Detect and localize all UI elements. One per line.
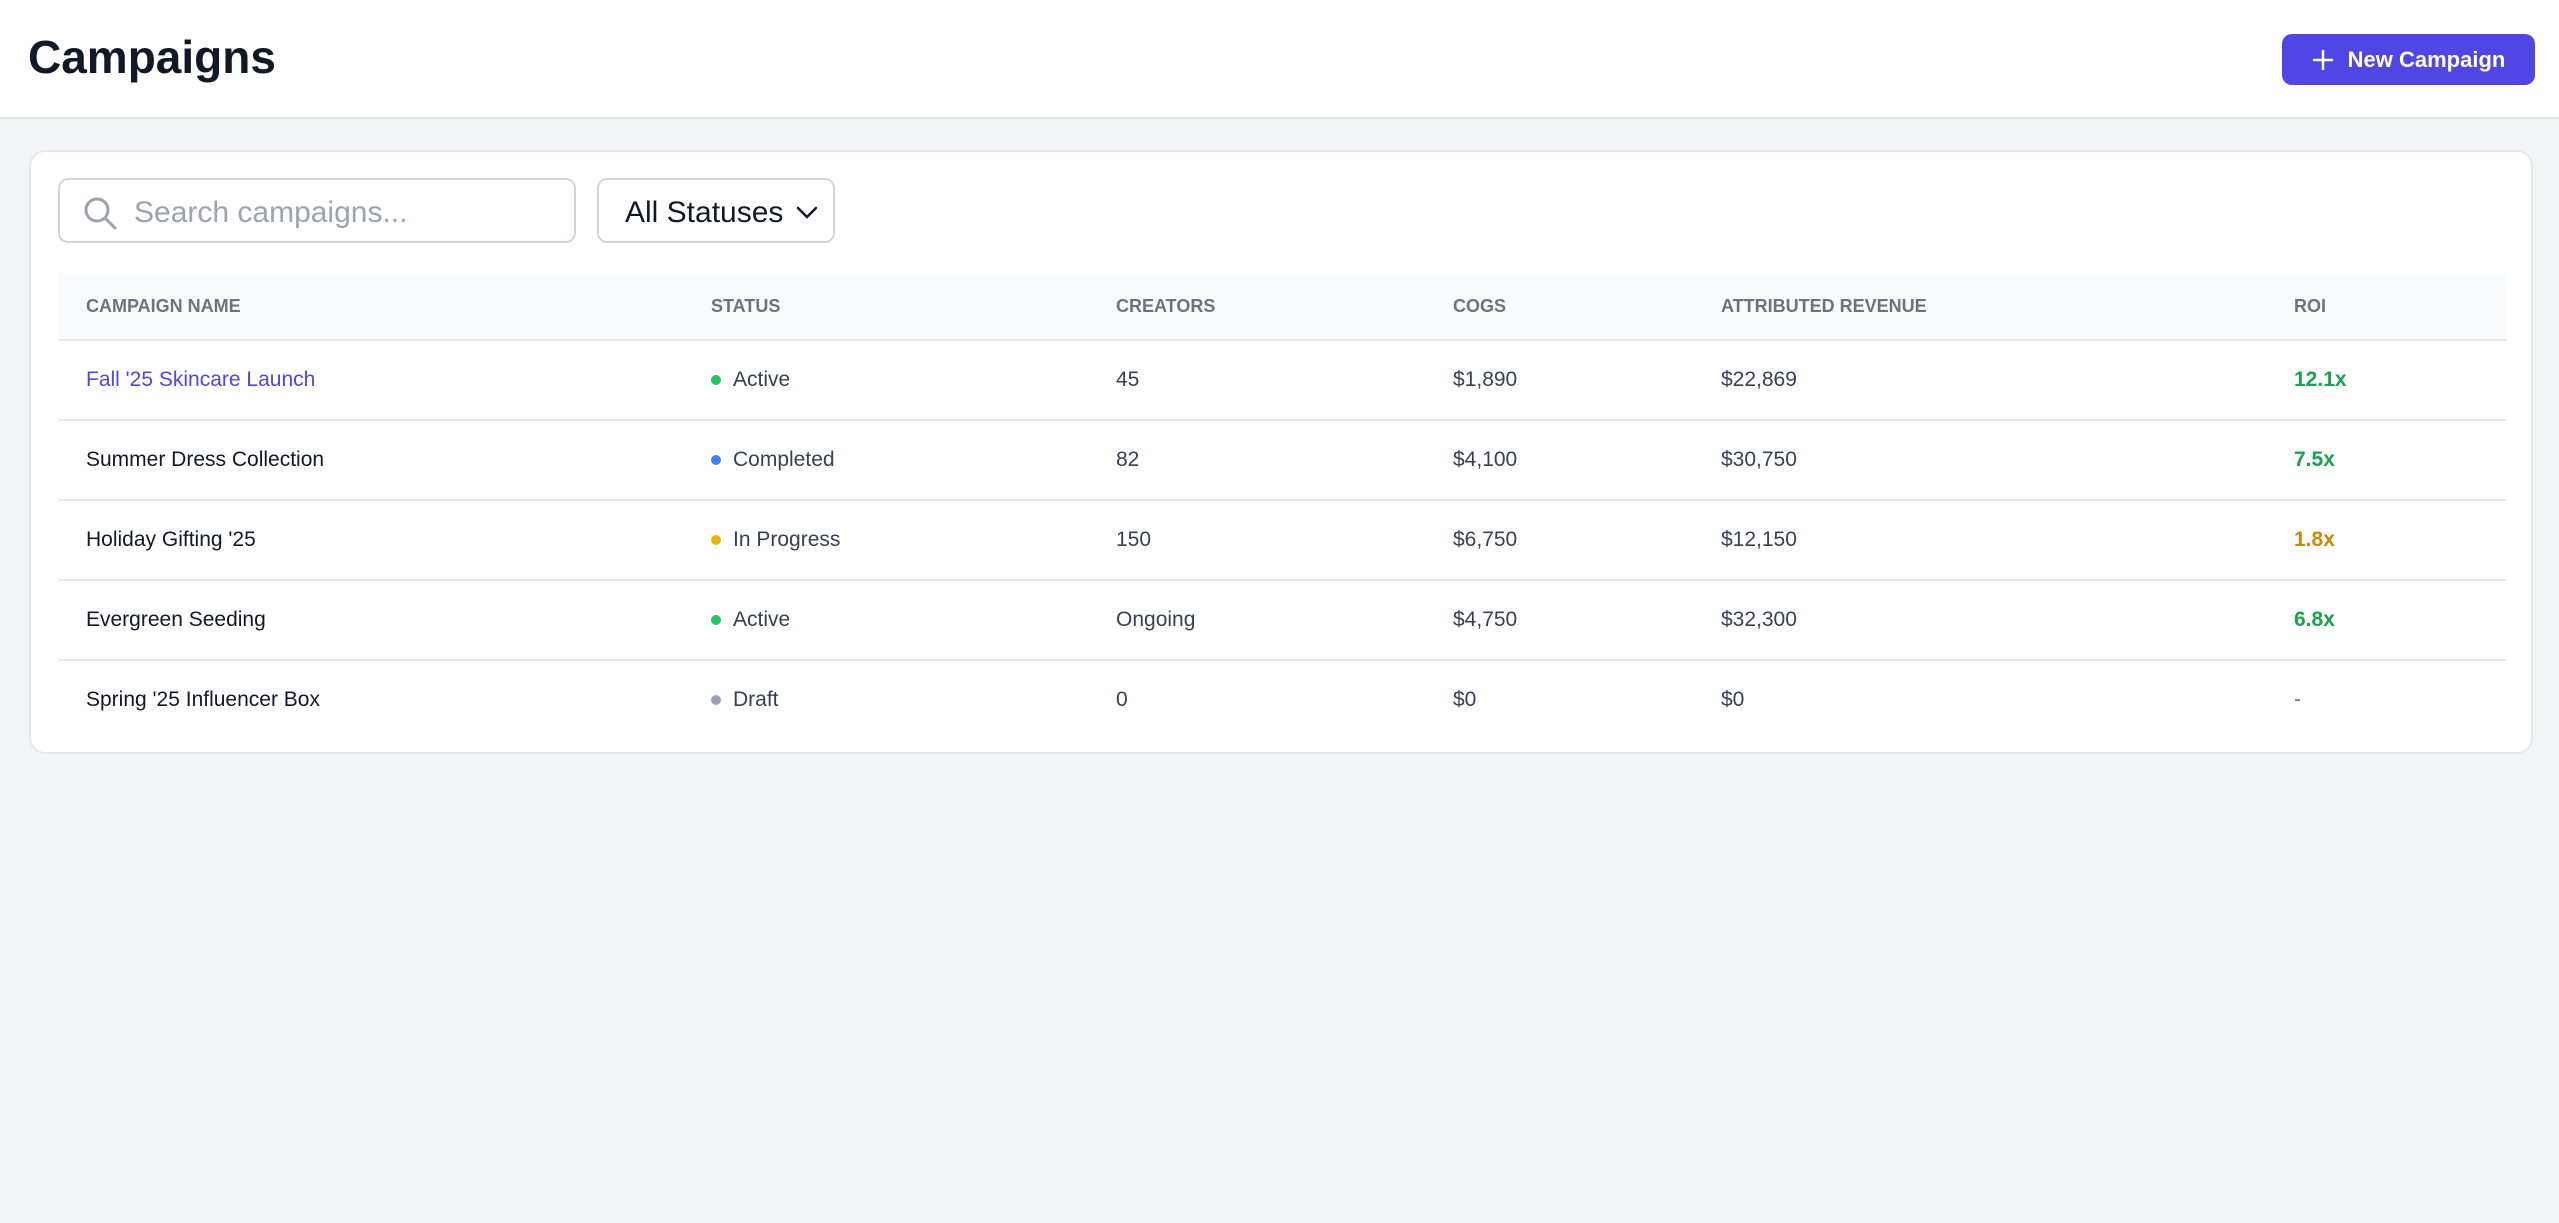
- table-cell: $22,869: [1720, 340, 2293, 421]
- page-title: Campaigns: [28, 31, 276, 83]
- header-row: CAMPAIGN NAME STATUS CREATORS COGS ATTRI…: [58, 273, 2506, 341]
- campaign-name[interactable]: Spring '25 Influencer Box: [86, 688, 320, 711]
- table-cell: $4,750: [1452, 580, 1720, 661]
- cell-text: Ongoing: [1116, 608, 1196, 631]
- table-cell: Spring '25 Influencer Box: [58, 660, 710, 739]
- cell-text: 45: [1116, 368, 1140, 391]
- cell-text: 12.1x: [2294, 368, 2347, 391]
- status-label: Draft: [733, 688, 779, 711]
- status-dot: [711, 535, 721, 546]
- new-campaign-button[interactable]: New Campaign: [2282, 34, 2535, 85]
- cell-text: $4,750: [1453, 608, 1518, 631]
- cell-text: $0: [1721, 688, 1745, 711]
- cell-text: $6,750: [1453, 528, 1518, 551]
- campaign-row[interactable]: Fall '25 Skincare Launch Active 45 $1,890 $2…: [58, 340, 2506, 421]
- cell-text: $1,890: [1453, 368, 1518, 391]
- table-cell: 150: [1115, 500, 1452, 581]
- campaign-name[interactable]: Evergreen Seeding: [86, 608, 266, 631]
- status-label: Active: [733, 368, 791, 391]
- campaign-row[interactable]: Spring '25 Influencer Box Draft 0 $0 $0 -: [58, 660, 2506, 739]
- column-header: CAMPAIGN NAME: [58, 273, 710, 341]
- status-filter[interactable]: All Statuses: [597, 178, 835, 243]
- table-cell: 7.5x: [2293, 420, 2506, 501]
- table-cell: $0: [1720, 660, 2293, 739]
- table-cell: $1,890: [1452, 340, 1720, 421]
- column-header: COGS: [1452, 273, 1720, 341]
- table-cell: Completed: [710, 420, 1115, 501]
- table-cell: Evergreen Seeding: [58, 580, 710, 661]
- table-cell: In Progress: [710, 500, 1115, 581]
- status-dot: [711, 695, 721, 706]
- status-label: Active: [733, 608, 791, 631]
- campaign-row[interactable]: Summer Dress Collection Completed 82 $4,100…: [58, 420, 2506, 501]
- cell-text: $32,300: [1721, 608, 1797, 631]
- table-cell: $30,750: [1720, 420, 2293, 501]
- table-cell: $0: [1452, 660, 1720, 739]
- cell-text: 82: [1116, 448, 1140, 471]
- cell-text: 6.8x: [2294, 608, 2335, 631]
- status-dot: [711, 455, 721, 466]
- cell-text: 7.5x: [2294, 448, 2335, 471]
- search-icon: [84, 197, 117, 230]
- status-dot: [711, 375, 721, 386]
- chevron-icon: [796, 206, 818, 219]
- table-cell: Summer Dress Collection: [58, 420, 710, 501]
- column-header: ATTRIBUTED REVENUE: [1720, 273, 2293, 341]
- campaign-row[interactable]: Holiday Gifting '25 In Progress 150 $6,750 $…: [58, 500, 2506, 581]
- table-cell: $4,100: [1452, 420, 1720, 501]
- cell-text: $30,750: [1721, 448, 1797, 471]
- search-input[interactable]: Search campaigns...: [58, 178, 576, 243]
- plus-icon: [2312, 49, 2333, 70]
- table-cell: Ongoing: [1115, 580, 1452, 661]
- cell-text: 0: [1116, 688, 1128, 711]
- status-label: Completed: [733, 448, 835, 471]
- table-cell: -: [2293, 660, 2506, 739]
- cell-text: $4,100: [1453, 448, 1518, 471]
- campaign-name[interactable]: Summer Dress Collection: [86, 448, 325, 471]
- table-body: Fall '25 Skincare Launch Active 45 $1,890 $2…: [58, 340, 2506, 739]
- campaign-row[interactable]: Evergreen Seeding Active Ongoing $4,750 $32,…: [58, 580, 2506, 661]
- cell-text: 150: [1116, 528, 1152, 551]
- table-cell: 12.1x: [2293, 340, 2506, 421]
- cell-text: -: [2294, 688, 2301, 711]
- cell-text: $0: [1453, 688, 1477, 711]
- search-placeholder: Search campaigns...: [134, 196, 408, 229]
- campaign-name[interactable]: Holiday Gifting '25: [86, 528, 256, 551]
- filter-label: All Statuses: [625, 196, 784, 229]
- table-cell: Draft: [710, 660, 1115, 739]
- table-cell: Active: [710, 580, 1115, 661]
- status-dot: [711, 615, 721, 626]
- table-cell: $32,300: [1720, 580, 2293, 661]
- campaigns-card: Search campaigns... All Statuses CAMPAIG…: [29, 150, 2533, 754]
- column-header: CREATORS: [1115, 273, 1452, 341]
- table-cell: Active: [710, 340, 1115, 421]
- campaign-name[interactable]: Fall '25 Skincare Launch: [86, 368, 316, 391]
- table-cell: $12,150: [1720, 500, 2293, 581]
- column-header: ROI: [2293, 273, 2506, 341]
- column-header: STATUS: [710, 273, 1115, 341]
- header: Campaigns New Campaign: [0, 0, 2559, 119]
- table-cell: 45: [1115, 340, 1452, 421]
- table-cell: Holiday Gifting '25: [58, 500, 710, 581]
- button-label: New Campaign: [2347, 46, 2506, 72]
- cell-text: $12,150: [1721, 528, 1797, 551]
- table-cell: 6.8x: [2293, 580, 2506, 661]
- table-cell: 82: [1115, 420, 1452, 501]
- table-cell: $6,750: [1452, 500, 1720, 581]
- table-cell: 0: [1115, 660, 1452, 739]
- table-cell: Fall '25 Skincare Launch: [58, 340, 710, 421]
- status-label: In Progress: [733, 528, 841, 551]
- table-cell: 1.8x: [2293, 500, 2506, 581]
- cell-text: 1.8x: [2294, 528, 2335, 551]
- campaigns-table: CAMPAIGN NAME STATUS CREATORS COGS ATTRI…: [58, 273, 2506, 739]
- cell-text: $22,869: [1721, 368, 1797, 391]
